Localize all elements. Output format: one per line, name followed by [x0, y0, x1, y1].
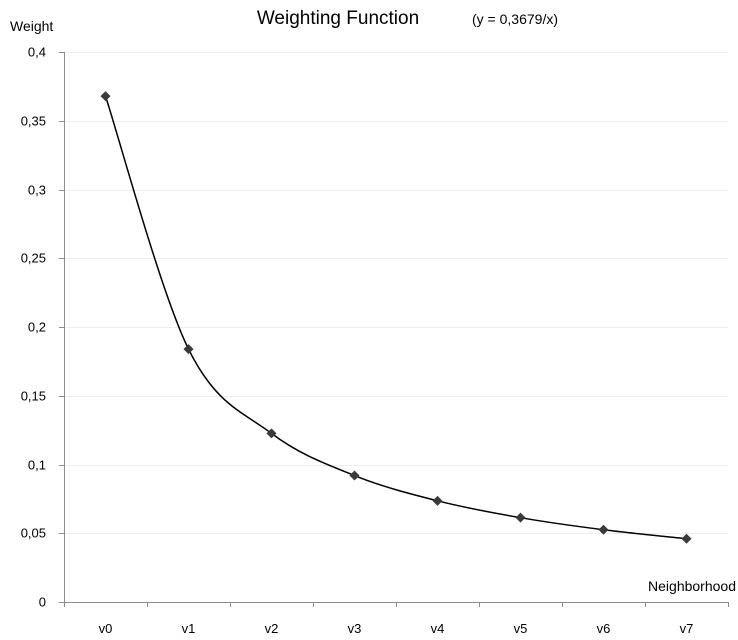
series-line [104, 95, 687, 540]
y-tick-label: 0,3 [28, 183, 46, 198]
y-tick-label: 0,15 [21, 389, 46, 404]
data-point-marker [266, 428, 277, 439]
series-layer [104, 95, 687, 540]
data-point-marker [598, 524, 609, 535]
y-axis-label: Weight [10, 18, 53, 34]
data-point-marker [100, 91, 111, 102]
x-tick-label: v1 [182, 621, 196, 636]
x-axis-label: Neighborhood [648, 578, 736, 594]
marker-layer [100, 91, 692, 544]
x-tick-label: v6 [597, 621, 611, 636]
y-tick-label: 0,1 [28, 458, 46, 473]
y-tick-label: 0,25 [21, 251, 46, 266]
x-tick-label: v4 [431, 621, 445, 636]
x-tick-label: v2 [265, 621, 279, 636]
chart-title: Weighting Function [257, 8, 419, 29]
x-tick-label: v5 [514, 621, 528, 636]
y-tick-label: 0,4 [28, 45, 46, 60]
x-tick-label: v0 [99, 621, 113, 636]
x-tick-label: v7 [680, 621, 694, 636]
chart-equation: (y = 0,3679/x) [472, 11, 558, 27]
data-point-marker [183, 344, 194, 355]
y-tick-label: 0,35 [21, 114, 46, 129]
y-tick-labels: 0 0,05 0,1 0,15 0,2 0,25 0,3 0,35 0,4 [21, 45, 46, 610]
y-tick-label: 0,2 [28, 320, 46, 335]
data-point-marker [432, 495, 443, 506]
y-tick-marks [59, 52, 64, 603]
x-tick-marks [64, 602, 729, 607]
y-tick-label: 0,05 [21, 526, 46, 541]
gridlines [65, 52, 728, 534]
data-point-marker [681, 533, 692, 544]
data-point-marker [349, 470, 360, 481]
x-tick-label: v3 [348, 621, 362, 636]
y-tick-label: 0 [39, 595, 46, 610]
x-tick-labels: v0 v1 v2 v3 v4 v5 v6 v7 [99, 621, 694, 636]
data-point-marker [515, 512, 526, 523]
